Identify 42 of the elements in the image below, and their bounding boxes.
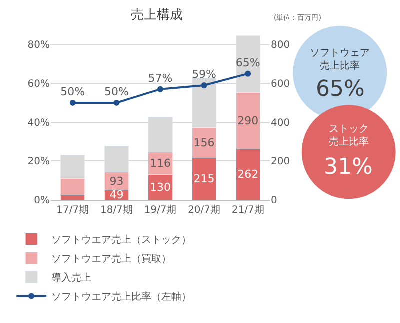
data-label: 116 xyxy=(150,157,171,170)
y2-tick-label: 800 xyxy=(271,40,290,52)
data-label: 50% xyxy=(104,85,129,98)
text: 65% xyxy=(316,77,365,102)
y-tick-label: 80% xyxy=(28,40,50,52)
y2-tick-label: 0 xyxy=(271,196,278,206)
legend-label: 導入売上 xyxy=(52,272,92,284)
y-tick-label: 20% xyxy=(28,156,50,168)
text: ストック売上比率 xyxy=(329,124,369,148)
text: ソフトウェア売上比率 xyxy=(310,48,370,72)
y2-tick-label: 600 xyxy=(271,79,290,90)
data-label: 262 xyxy=(238,168,259,182)
data-label: 130 xyxy=(150,180,171,194)
data-label: 50% xyxy=(60,85,86,98)
data-label: 57% xyxy=(148,72,173,85)
data-label: 215 xyxy=(194,172,215,186)
point xyxy=(70,100,76,106)
y2-tick-label: 200 xyxy=(271,156,290,168)
legend-label: ソフトウエア売上比率（左軸） xyxy=(52,291,192,304)
data-label: 156 xyxy=(194,136,215,150)
y-tick-label: 0% xyxy=(34,196,50,206)
data-label: 290 xyxy=(238,114,259,128)
point xyxy=(245,70,252,77)
x-tick-label: 20/7期 xyxy=(188,204,221,216)
legend-label: ソフトウエア売上（ストック） xyxy=(52,234,192,246)
y2-tick-label: 400 xyxy=(271,118,290,129)
data-label: 93 xyxy=(110,174,124,188)
text: 31% xyxy=(324,155,373,180)
x-tick-label: 21/7期 xyxy=(232,204,264,216)
point xyxy=(114,100,120,106)
point xyxy=(158,86,164,92)
data-label: 65% xyxy=(236,56,260,70)
data-label: 49 xyxy=(110,188,124,202)
x-tick-label: 17/7期 xyxy=(56,204,90,216)
legend-label: ソフトウエア売上（買取） xyxy=(52,253,172,266)
y-tick-label: 60% xyxy=(28,79,50,90)
x-tick-label: 19/7期 xyxy=(144,204,177,216)
data-label: 59% xyxy=(192,68,217,81)
y-tick-label: 40% xyxy=(28,118,50,129)
x-tick-label: 18/7期 xyxy=(100,204,133,216)
chart-title: 売上構成 xyxy=(131,8,183,23)
point xyxy=(201,82,208,88)
